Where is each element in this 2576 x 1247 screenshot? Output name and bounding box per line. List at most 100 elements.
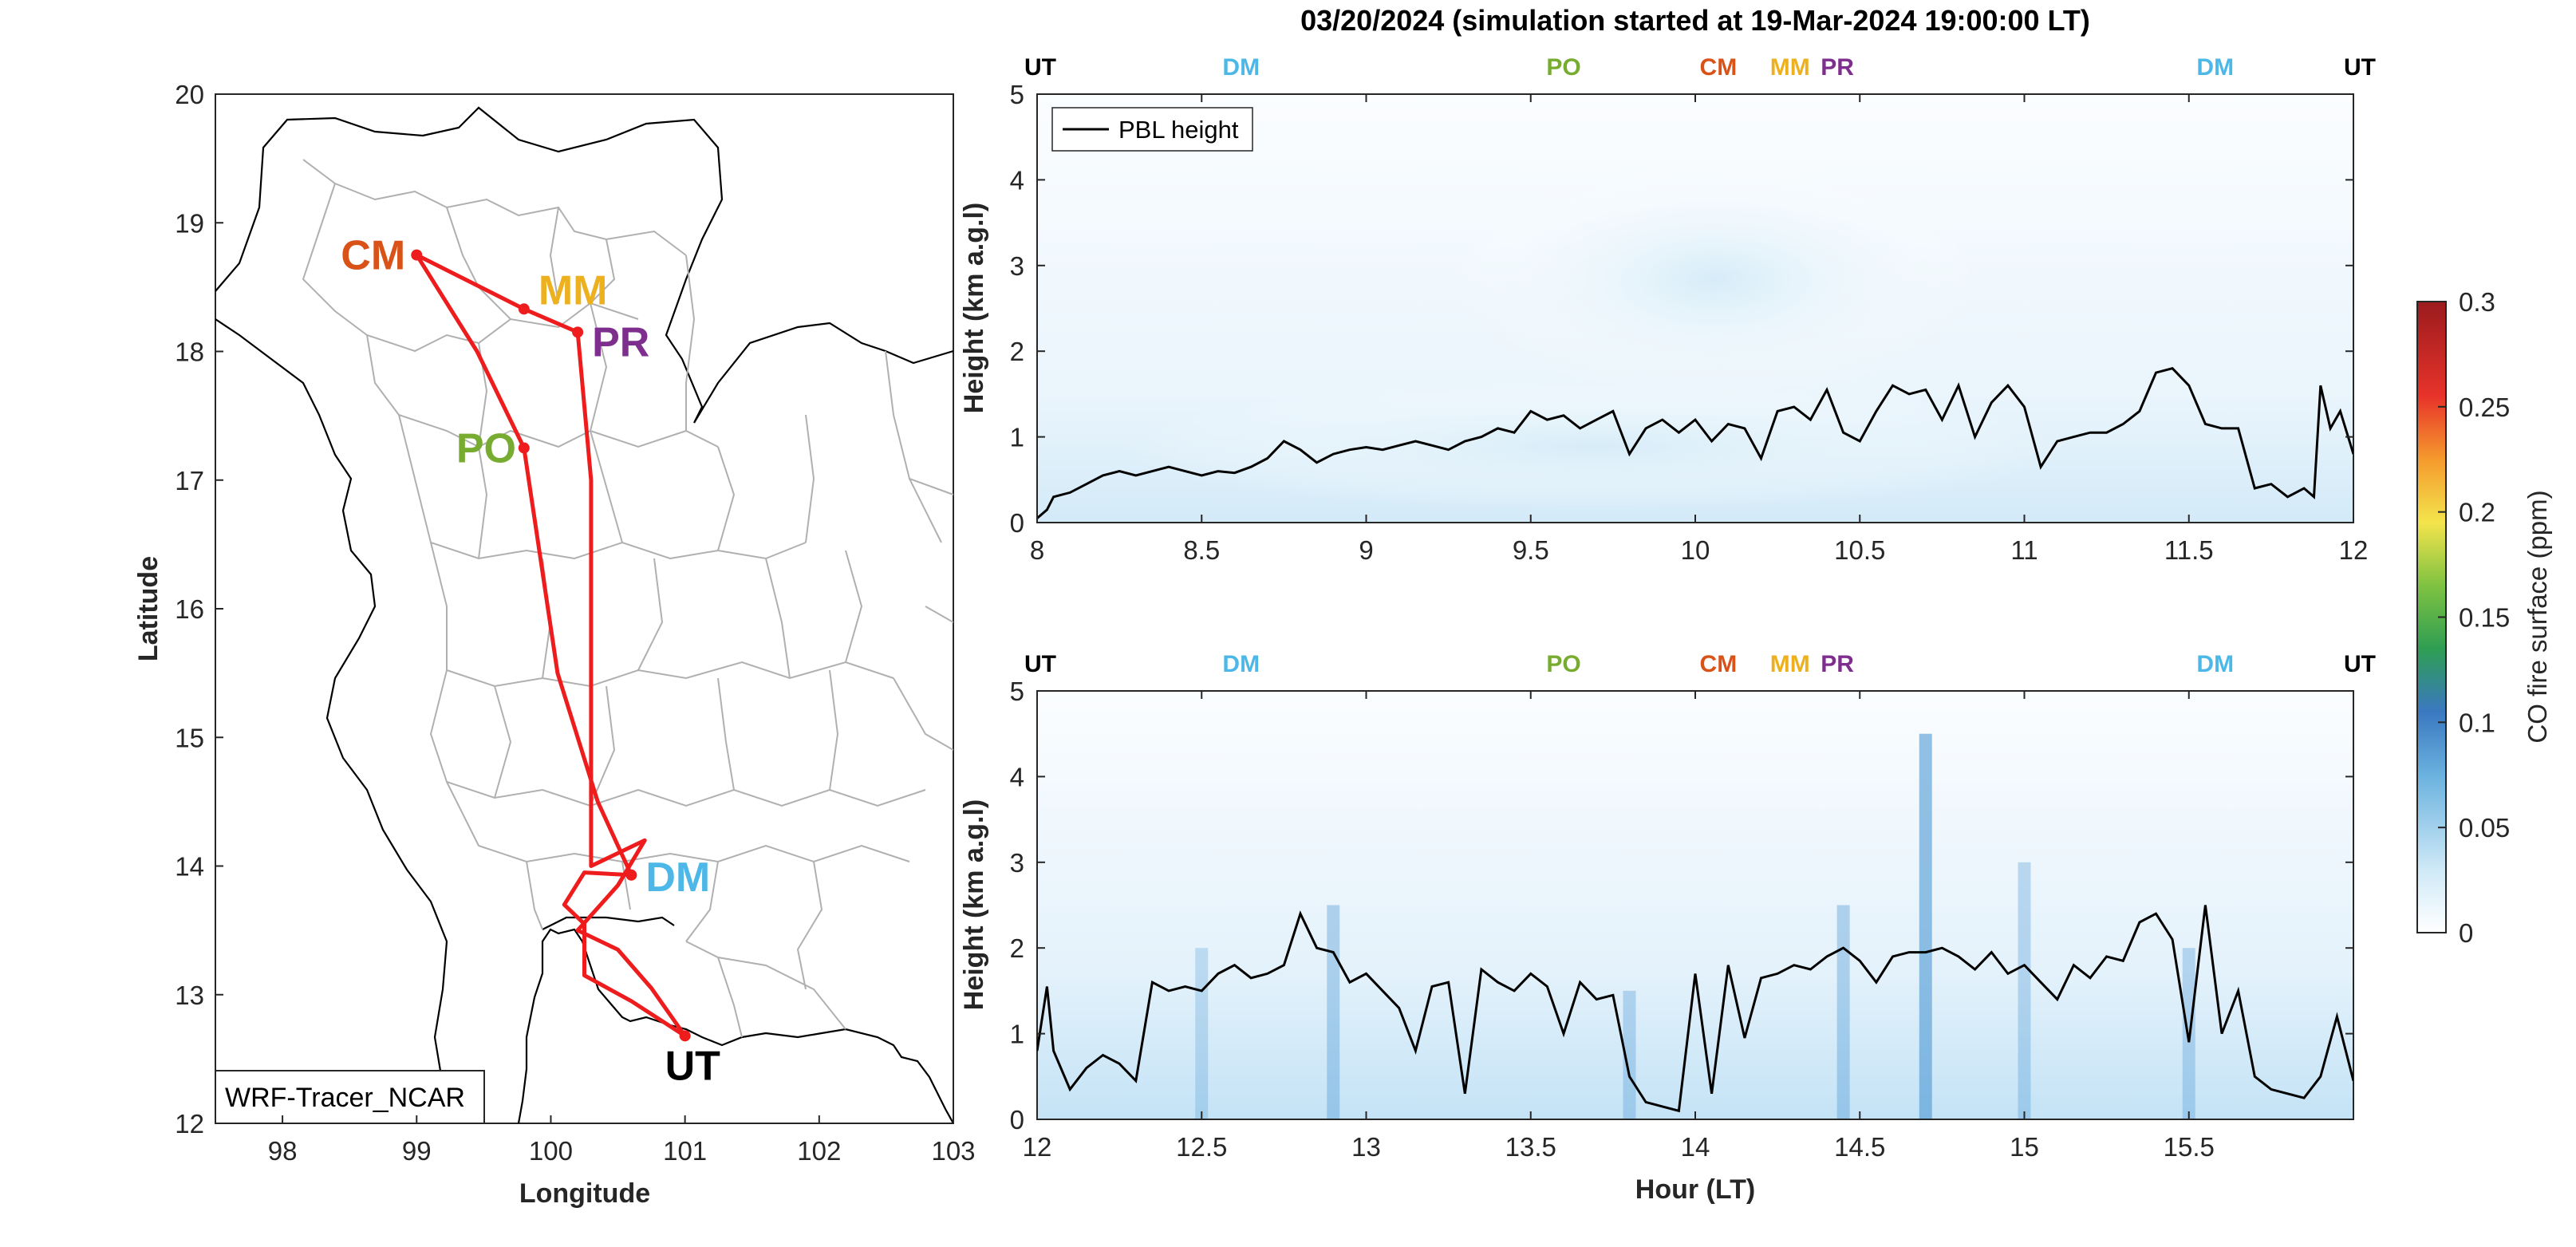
top-site-label-po: PO [1546,54,1580,81]
top-x-ticks: 8 8.5 9 9.5 10 10.5 11 11.5 12 [1030,94,2368,565]
colorbar: 0 0.05 0.1 0.15 0.2 0.25 0.3 CO fire surface (… [2416,287,2552,948]
top-site-label-mm: MM [1770,54,1810,81]
colorbar-tick-label: 0.05 [2459,813,2510,843]
co-plume-streak [1919,733,1932,1119]
top-site-markers: UT DM PO CM MM PR DM UT [1024,54,2376,81]
top-pbl-line [1037,367,2353,519]
top-y-tick-label: 2 [1010,337,1024,366]
legend-label: PBL height [1118,116,1239,144]
bot-x-tick-label: 13 [1351,1132,1381,1162]
map-y-tick-label: 16 [175,594,204,624]
bot-x-tick-label: 14.5 [1834,1132,1885,1162]
map-x-ticks: 98 99 100 101 102 103 [268,1115,976,1166]
map-x-tick-label: 98 [268,1136,298,1166]
bot-y-tick-label: 5 [1010,677,1024,706]
top-co-field [1037,94,2353,523]
top-y-tick-label: 0 [1010,508,1024,538]
colorbar-tick-label: 0.3 [2459,287,2495,317]
top-site-label-ut: UT [2344,54,2376,81]
site-dot-pr [572,326,584,338]
bot-site-label-po: PO [1546,651,1580,677]
bottom-x-label: Hour (LT) [1635,1174,1755,1205]
top-x-tick-label: 11 [2010,535,2038,565]
bot-site-label-dm: DM [2196,651,2234,677]
colorbar-tick-label: 0.25 [2459,393,2510,422]
top-site-label-dm: DM [2196,54,2234,81]
top-x-tick-label: 10.5 [1834,535,1885,565]
map-panel: CM MM PR PO DM UT WRF-Tracer_NCAR 98 99 100 101 1… [133,80,976,1209]
bottom-site-markers: UT DM PO CM MM PR DM UT [1024,651,2376,677]
map-site-label-ut: UT [665,1043,721,1089]
co-plume-streak [1836,905,1850,1119]
top-x-tick-label: 9.5 [1513,535,1549,565]
co-plume-streak [1195,948,1209,1119]
site-dot-mm [518,303,530,315]
top-y-ticks: 0 1 2 3 4 5 [1010,80,2353,538]
map-y-label: Latitude [133,556,164,661]
top-y-label: Height (km a.g.l) [959,203,989,413]
map-x-tick-label: 102 [797,1136,841,1166]
map-y-tick-label: 14 [175,852,204,882]
map-y-tick-label: 15 [175,723,204,752]
top-site-label-cm: CM [1700,54,1738,81]
map-site-label-pr: PR [592,319,649,365]
site-dot-ut [679,1030,691,1042]
site-labels: CM MM PR PO DM UT [341,233,720,1090]
map-site-label-dm: DM [645,854,710,901]
bot-site-label-cm: CM [1700,651,1738,677]
bottom-y-label: Height (km a.g.l) [959,799,989,1010]
bot-x-tick-label: 12.5 [1176,1132,1227,1162]
top-site-label-ut: UT [1024,54,1056,81]
colorbar-tick-label: 0.2 [2459,498,2495,527]
colorbar-ticks: 0 0.05 0.1 0.15 0.2 0.25 0.3 [2438,287,2510,948]
map-site-label-cm: CM [341,233,405,279]
bot-y-tick-label: 2 [1010,933,1024,963]
bot-x-tick-label: 13.5 [1505,1132,1556,1162]
site-dot-po [518,442,530,454]
top-y-tick-label: 5 [1010,80,1024,109]
bot-y-tick-label: 0 [1010,1105,1024,1135]
bot-site-label-dm: DM [1222,651,1260,677]
co-plume-streak [1623,990,1636,1119]
top-y-tick-label: 4 [1010,165,1024,195]
map-y-tick-label: 19 [175,208,204,238]
map-site-label-mm: MM [538,267,608,314]
model-label: WRF-Tracer_NCAR [225,1083,465,1113]
bot-site-label-pr: PR [1821,651,1854,677]
map-x-tick-label: 99 [402,1136,432,1166]
bot-x-tick-label: 12 [1023,1132,1052,1162]
map-y-ticks: 12 13 14 15 16 17 18 19 20 [175,80,223,1138]
bot-x-tick-label: 14 [1681,1132,1710,1162]
co-plume-streak [1327,905,1340,1119]
bot-site-label-ut: UT [2344,651,2376,677]
bot-x-tick-label: 15.5 [2164,1132,2215,1162]
map-site-label-po: PO [456,425,516,472]
map-x-label: Longitude [519,1178,650,1209]
map-x-tick-label: 103 [931,1136,975,1166]
bottom-y-ticks: 0 1 2 3 4 5 [1010,677,2353,1135]
top-site-label-dm: DM [1222,54,1260,81]
top-x-tick-label: 9 [1359,535,1373,565]
bot-y-tick-label: 1 [1010,1020,1024,1049]
site-dot-dm [625,869,637,881]
top-x-tick-label: 8.5 [1183,535,1220,565]
co-plume-streak [2018,862,2031,1119]
map-y-tick-label: 12 [175,1109,204,1138]
bot-y-tick-label: 3 [1010,848,1024,878]
colorbar-tick-label: 0.15 [2459,603,2510,633]
colorbar-tick-label: 0 [2459,918,2473,948]
top-y-tick-label: 3 [1010,251,1024,281]
bot-x-tick-label: 15 [2010,1132,2039,1162]
top-y-tick-label: 1 [1010,423,1024,452]
model-label-box [215,1070,485,1124]
top-x-tick-label: 8 [1030,535,1044,565]
top-site-label-pr: PR [1821,54,1854,81]
map-y-tick-label: 20 [175,80,204,109]
bot-y-tick-label: 4 [1010,762,1024,791]
map-y-tick-label: 13 [175,981,204,1010]
site-markers [411,249,691,1042]
site-dot-cm [411,249,423,261]
figure-title: 03/20/2024 (simulation started at 19-Mar… [1300,4,2090,37]
